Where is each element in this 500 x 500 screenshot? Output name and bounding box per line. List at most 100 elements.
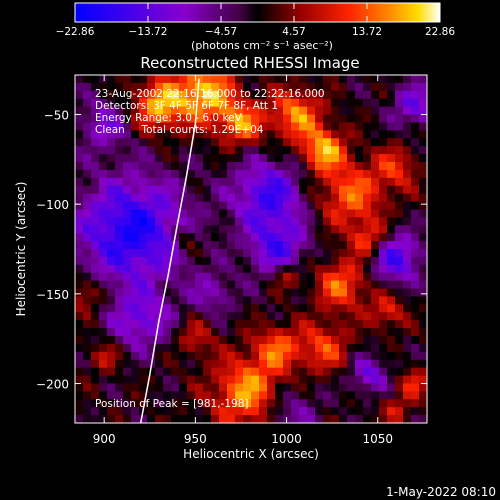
heatmap-cell	[187, 114, 196, 124]
heatmap-cell	[187, 415, 196, 423]
heatmap-cell	[195, 375, 204, 385]
heatmap-cell	[331, 193, 340, 203]
heatmap-cell	[347, 193, 356, 203]
heatmap-cell	[115, 209, 124, 218]
heatmap-cell	[403, 98, 412, 108]
heatmap-cell	[147, 169, 156, 179]
heatmap-cell	[275, 391, 284, 400]
heatmap-cell	[195, 367, 204, 377]
heatmap-cell	[379, 296, 388, 305]
heatmap-cell	[387, 288, 396, 298]
heatmap-cell	[323, 98, 332, 108]
heatmap-cell	[275, 177, 284, 187]
heatmap-cell	[203, 90, 212, 100]
heatmap-cell	[363, 75, 372, 84]
heatmap-cell	[187, 106, 196, 116]
heatmap-cell	[155, 162, 164, 171]
heatmap-cell	[203, 209, 212, 218]
heatmap-cell	[339, 209, 348, 218]
heatmap-cell	[259, 233, 268, 242]
heatmap-cell	[179, 391, 188, 400]
heatmap-cell	[107, 154, 116, 163]
heatmap-cell	[163, 82, 172, 92]
heatmap-cell	[419, 280, 427, 290]
heatmap-cell	[83, 367, 92, 377]
heatmap-cell	[99, 399, 108, 408]
heatmap-cell	[363, 225, 372, 234]
heatmap-cell	[195, 154, 204, 163]
heatmap-cell	[91, 312, 100, 321]
heatmap-cell	[355, 162, 364, 171]
heatmap-cell	[315, 82, 324, 92]
heatmap-cell	[187, 177, 196, 187]
y-tick-label: −150	[36, 288, 69, 302]
heatmap-cell	[331, 399, 340, 408]
heatmap-cell	[291, 328, 300, 337]
heatmap-cell	[235, 288, 244, 298]
heatmap-cell	[339, 177, 348, 187]
heatmap-cell	[379, 343, 388, 353]
heatmap-cell	[251, 320, 260, 329]
heatmap-cell	[211, 359, 220, 369]
heatmap-cell	[395, 256, 404, 266]
heatmap-cell	[267, 225, 276, 234]
heatmap-cell	[99, 217, 108, 226]
heatmap-cell	[411, 114, 420, 124]
heatmap-cell	[163, 391, 172, 400]
heatmap-cell	[179, 82, 188, 92]
heatmap-cell	[395, 367, 404, 377]
heatmap-cell	[227, 407, 236, 416]
heatmap-cell	[75, 209, 84, 218]
heatmap-cell	[147, 154, 156, 163]
heatmap-cell	[363, 82, 372, 92]
heatmap-cell	[227, 162, 236, 171]
heatmap-cell	[251, 130, 260, 139]
heatmap-cell	[355, 256, 364, 266]
heatmap-cell	[187, 296, 196, 305]
heatmap-cell	[83, 328, 92, 337]
heatmap-cell	[419, 98, 427, 108]
heatmap-cell	[395, 114, 404, 124]
heatmap-cell	[211, 399, 220, 408]
heatmap-cell	[291, 154, 300, 163]
heatmap-cell	[91, 367, 100, 377]
heatmap-cell	[131, 328, 140, 337]
heatmap-cell	[75, 193, 84, 203]
heatmap-cell	[363, 146, 372, 155]
heatmap-cell	[107, 407, 116, 416]
heatmap-cell	[179, 264, 188, 274]
heatmap-cell	[219, 343, 228, 353]
heatmap-cell	[99, 75, 108, 84]
heatmap-cell	[395, 304, 404, 313]
heatmap-cell	[99, 122, 108, 131]
heatmap-cell	[139, 241, 148, 250]
heatmap-cell	[219, 304, 228, 313]
heatmap-cell	[363, 193, 372, 203]
heatmap-cell	[155, 288, 164, 298]
heatmap-cell	[275, 336, 284, 345]
heatmap-cell	[203, 264, 212, 274]
heatmap-cell	[107, 138, 116, 147]
heatmap-cell	[203, 138, 212, 147]
heatmap-cell	[307, 90, 316, 100]
heatmap-cell	[315, 343, 324, 353]
heatmap-cell	[315, 185, 324, 195]
heatmap-cell	[347, 82, 356, 92]
heatmap-cell	[243, 201, 252, 211]
heatmap-cell	[323, 217, 332, 226]
heatmap-cell	[195, 407, 204, 416]
colorbar-gradient	[75, 3, 440, 22]
heatmap-cell	[139, 106, 148, 116]
heatmap-cell	[387, 359, 396, 369]
heatmap-cell	[163, 241, 172, 250]
heatmap-cell	[235, 146, 244, 155]
heatmap-cell	[211, 415, 220, 423]
heatmap-cell	[107, 256, 116, 266]
heatmap-cell	[259, 367, 268, 377]
heatmap-cell	[275, 75, 284, 84]
heatmap-cell	[211, 367, 220, 377]
heatmap-cell	[251, 162, 260, 171]
heatmap-cell	[123, 106, 132, 116]
annotations: 23-Aug-2002 22:16:16.000 to 22:22:16.000…	[95, 88, 325, 410]
heatmap-cell	[171, 130, 180, 139]
